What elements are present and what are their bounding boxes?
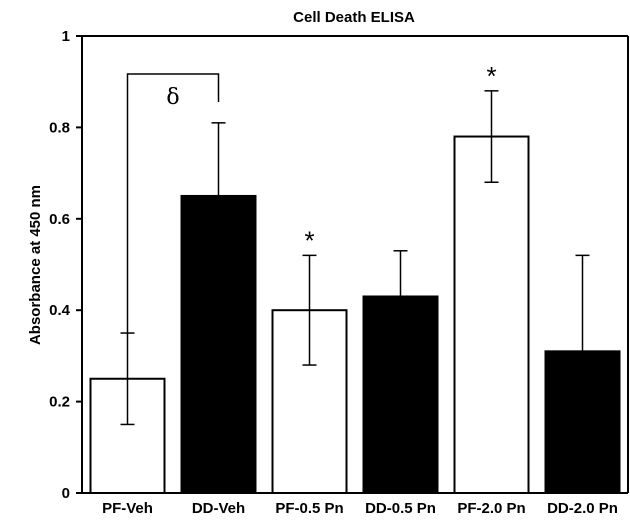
- bar: [362, 295, 439, 494]
- x-tick-label: DD-Veh: [192, 500, 245, 517]
- x-tick-label: PF-2.0 Pn: [457, 500, 525, 517]
- significance-asterisk: *: [486, 61, 496, 91]
- significance-asterisk: *: [304, 225, 314, 255]
- chart-title: Cell Death ELISA: [293, 9, 415, 26]
- y-tick-label: 1: [62, 28, 70, 45]
- y-tick-label: 0.2: [49, 394, 70, 411]
- x-tick-label: PF-Veh: [102, 500, 153, 517]
- x-tick-label: DD-0.5 Pn: [365, 500, 436, 517]
- y-axis-label: Absorbance at 450 nm: [27, 185, 44, 345]
- significance-bracket: [126, 73, 220, 334]
- y-tick-label: 0: [62, 485, 70, 502]
- x-tick-label: DD-2.0 Pn: [547, 500, 618, 517]
- y-tick-label: 0.6: [49, 211, 70, 228]
- x-tick-label: PF-0.5 Pn: [275, 500, 343, 517]
- significance-delta-label: δ: [166, 85, 179, 110]
- plot-area: 0 0.2 0.4 0.6 0.8 1 PF-Veh DD-Veh PF-0.5 Pn DD-0.…: [49, 28, 629, 517]
- bar: [544, 350, 621, 494]
- bar: [180, 194, 257, 494]
- bar: [453, 135, 530, 494]
- y-tick-label: 0.8: [49, 119, 70, 136]
- y-tick-label: 0.4: [49, 302, 71, 319]
